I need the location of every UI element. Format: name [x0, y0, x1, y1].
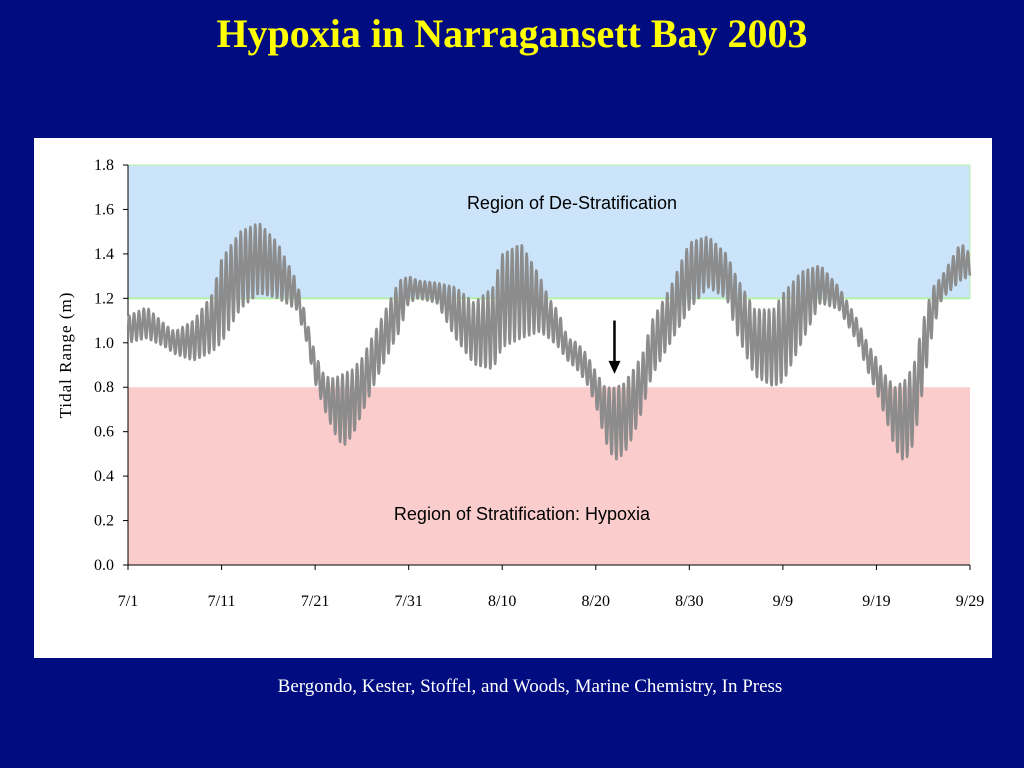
annotation-arrow-head	[608, 360, 621, 374]
x-tick-label: 9/9	[773, 593, 793, 610]
y-tick-label: 1.4	[94, 246, 114, 263]
x-tick-label: 7/11	[208, 593, 236, 610]
chart-axes: 0.0 0.2 0.4 0.6 0.8 1.0 1.2 1.4 1.6 1.8 7/1 7/11 7/2…	[56, 157, 984, 610]
stratification-label: Region of Stratification: Hypoxia	[394, 504, 651, 524]
label-layer: Region of De-Stratification Region of Str…	[394, 193, 677, 524]
x-tick-label: 8/30	[675, 593, 703, 610]
y-tick-label: 1.0	[94, 335, 114, 352]
x-tick-label: 9/29	[956, 593, 984, 610]
x-tick-label: 8/20	[582, 593, 610, 610]
y-tick-label: 0.2	[94, 513, 114, 530]
y-tick-label: 1.8	[94, 157, 114, 174]
region-bands	[128, 164, 971, 565]
y-tick-label: 1.2	[94, 290, 114, 307]
citation: Bergondo, Kester, Stoffel, and Woods, Ma…	[277, 676, 783, 697]
destratification-label: Region of De-Stratification	[467, 193, 677, 213]
tidal-range-chart: 0.0 0.2 0.4 0.6 0.8 1.0 1.2 1.4 1.6 1.8 7/1 7/11 7/2…	[56, 157, 984, 610]
y-axis-label: Tidal Range (m)	[56, 292, 75, 419]
x-tick-label: 9/19	[862, 593, 890, 610]
series-layer	[126, 222, 972, 461]
y-tick-label: 0.6	[94, 424, 114, 441]
x-tick-label: 8/10	[488, 593, 516, 610]
chart-panel: 0.0 0.2 0.4 0.6 0.8 1.0 1.2 1.4 1.6 1.8 7/1 7/11 7/2…	[34, 138, 992, 658]
y-tick-label: 0.8	[94, 379, 114, 396]
x-tick-label: 7/1	[118, 593, 138, 610]
x-tick-label: 7/31	[394, 593, 422, 610]
x-tick-label: 7/21	[301, 593, 329, 610]
y-tick-label: 1.6	[94, 201, 114, 218]
tidal-range-series-line	[126, 222, 972, 461]
y-tick-label: 0.4	[94, 468, 114, 485]
y-tick-label: 0.0	[94, 557, 114, 574]
stratification-band	[128, 387, 970, 565]
slide-title: Hypoxia in Narragansett Bay 2003	[216, 11, 808, 56]
